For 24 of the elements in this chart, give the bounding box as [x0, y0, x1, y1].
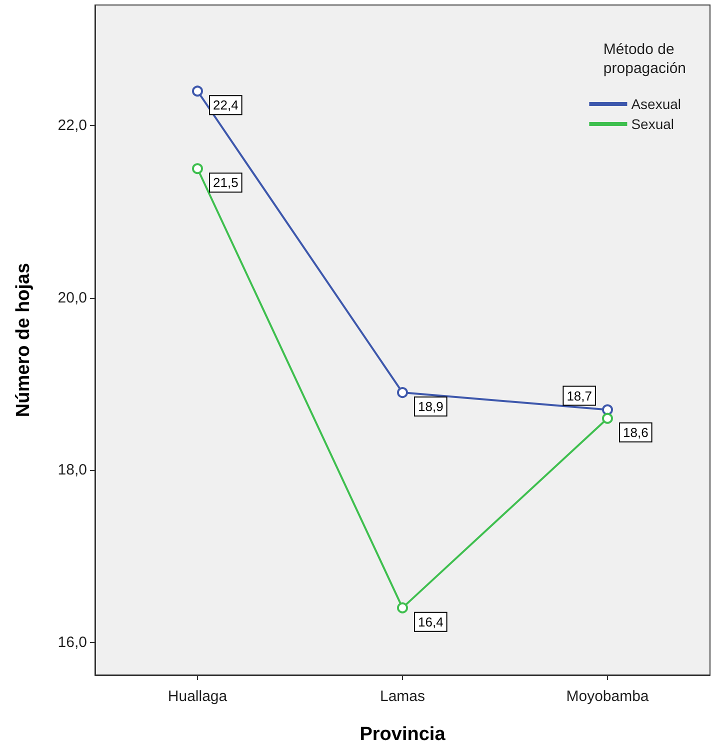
legend-title: Método de propagación: [603, 41, 686, 77]
y-tick-label: 22,0: [58, 117, 87, 134]
data-label: 18,6: [623, 424, 648, 440]
data-label: 16,4: [418, 614, 444, 630]
x-tick-label: Lamas: [380, 688, 426, 705]
point: [192, 86, 203, 97]
legend-label: Asexual: [631, 96, 682, 112]
y-tick-label: 16,0: [58, 634, 87, 651]
point: [397, 387, 408, 398]
point: [192, 163, 203, 174]
data-label: 18,7: [566, 388, 592, 404]
y-axis-title: Número de hojas: [13, 262, 34, 418]
x-tick-label: Huallaga: [168, 688, 228, 705]
data-label: 18,9: [418, 399, 444, 414]
legend-label: Sexual: [631, 116, 674, 132]
y-tick-label: 18,0: [58, 462, 87, 479]
data-label: 21,5: [213, 175, 238, 190]
x-tick-label: Moyobamba: [566, 688, 650, 705]
point: [602, 412, 613, 424]
point: [602, 404, 613, 416]
x-axis-title: Provincia: [360, 724, 446, 745]
y-tick-label: 20,0: [58, 289, 87, 306]
point: [397, 602, 408, 614]
data-label: 22,4: [213, 98, 238, 113]
